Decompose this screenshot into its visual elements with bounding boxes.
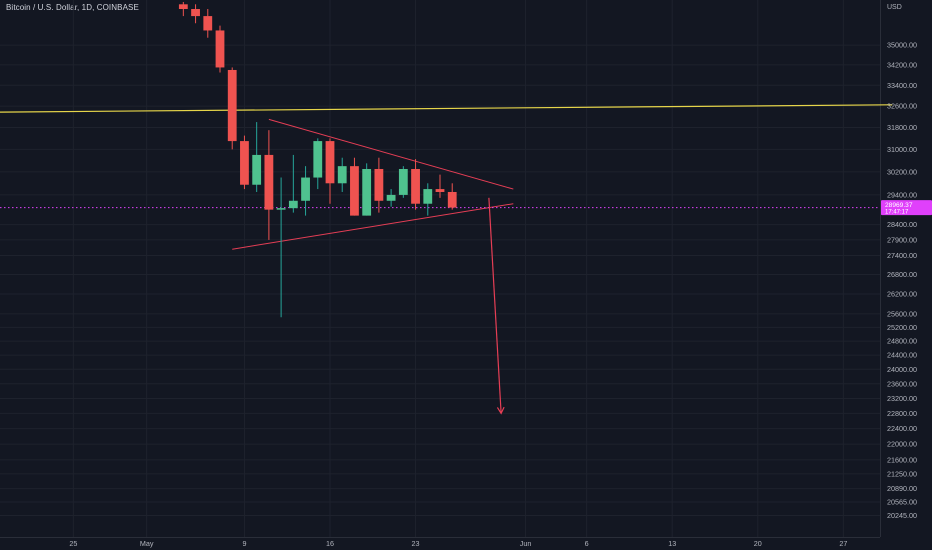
triangle-lower-line bbox=[232, 203, 514, 250]
candle-body-down bbox=[447, 191, 457, 208]
price-tick-label: 23200.00 bbox=[887, 394, 917, 403]
last-price-tag-bg bbox=[881, 200, 932, 216]
price-tick-label: 26800.00 bbox=[887, 270, 917, 279]
price-tick-label: 24400.00 bbox=[887, 351, 917, 360]
candle-body-down bbox=[240, 141, 249, 185]
time-tick-label: 25 bbox=[69, 539, 77, 548]
time-tick-label: 27 bbox=[839, 539, 847, 548]
time-tick-label: 16 bbox=[326, 539, 334, 548]
target-arrow-shaft bbox=[488, 197, 502, 414]
target-arrow-head bbox=[496, 406, 505, 415]
candle-body-up bbox=[252, 154, 262, 185]
price-tick-label: 24000.00 bbox=[887, 365, 917, 374]
time-tick-label: Jun bbox=[520, 539, 532, 548]
price-tick-label: 20565.00 bbox=[887, 498, 917, 507]
price-tick-label: 21250.00 bbox=[887, 469, 917, 478]
candle-body-down bbox=[435, 189, 445, 192]
price-tick-label: 23600.00 bbox=[887, 379, 917, 388]
price-tick-label: 28400.00 bbox=[887, 220, 917, 229]
candle-body-up bbox=[362, 168, 372, 216]
bar-countdown: 17:47:17 bbox=[885, 210, 909, 216]
price-axis[interactable]: 35000.00 34200.00 33400.00 32600.00 31800.00… bbox=[887, 41, 917, 520]
candle-body-up bbox=[313, 141, 323, 178]
time-tick-label: 13 bbox=[668, 539, 676, 548]
time-tick-label: May bbox=[140, 539, 154, 548]
candle-body-down bbox=[178, 4, 188, 9]
price-tick-label: 21600.00 bbox=[887, 455, 917, 464]
price-tick-label: 22000.00 bbox=[887, 440, 917, 449]
price-tick-label: 30200.00 bbox=[887, 167, 917, 176]
last-price-value: 28969.37 bbox=[885, 202, 913, 209]
candle-body-down bbox=[350, 166, 359, 216]
price-tick-label: 31800.00 bbox=[887, 123, 917, 132]
time-tick-label: 20 bbox=[754, 539, 762, 548]
candle-body-up bbox=[386, 194, 396, 201]
time-tick-label: 23 bbox=[412, 539, 420, 548]
candle-body-up bbox=[423, 189, 433, 204]
grid-lines bbox=[0, 0, 880, 537]
price-tick-label: 31000.00 bbox=[887, 145, 917, 154]
candle-body-up bbox=[276, 208, 286, 210]
price-tick-label: 35000.00 bbox=[887, 41, 917, 50]
price-tick-label: 33400.00 bbox=[887, 81, 917, 90]
price-tick-label: 22400.00 bbox=[887, 424, 917, 433]
candles bbox=[178, 1, 457, 318]
candle-body-up bbox=[337, 166, 347, 184]
candle-body-down bbox=[264, 154, 274, 210]
price-tick-label: 29400.00 bbox=[887, 190, 917, 199]
candle-body-down bbox=[227, 69, 237, 142]
drawing-arrow bbox=[488, 197, 505, 415]
time-axis[interactable]: 25 May 9 16 23 Jun 6 13 20 27 bbox=[69, 539, 847, 548]
candle-body-down bbox=[325, 141, 335, 184]
candle-body-down bbox=[203, 16, 213, 31]
candle-body-down bbox=[191, 9, 200, 17]
price-tick-label: 27400.00 bbox=[887, 251, 917, 260]
candle-body-up bbox=[288, 200, 298, 209]
price-tick-label: 32600.00 bbox=[887, 102, 917, 111]
candle-body-down bbox=[215, 30, 225, 68]
candle-body-up bbox=[398, 168, 408, 195]
time-tick-label: 9 bbox=[242, 539, 246, 548]
candle-body-down bbox=[411, 168, 420, 204]
currency-label: USD bbox=[887, 4, 902, 11]
price-tick-label: 25200.00 bbox=[887, 323, 917, 332]
candle-body-down bbox=[374, 168, 384, 201]
price-tick-label: 26200.00 bbox=[887, 289, 917, 298]
horizontal-resistance-line bbox=[0, 104, 893, 113]
price-tick-label: 24800.00 bbox=[887, 337, 917, 346]
chart-title: Bitcoin / U.S. Dollar, 1D, COINBASE bbox=[6, 3, 139, 12]
triangle-upper-line bbox=[268, 118, 514, 190]
price-tick-label: 20245.00 bbox=[887, 511, 917, 520]
price-tick-label: 27900.00 bbox=[887, 235, 917, 244]
price-tick-label: 25600.00 bbox=[887, 309, 917, 318]
drawings bbox=[0, 104, 893, 250]
time-tick-label: 6 bbox=[585, 539, 589, 548]
price-tick-label: 34200.00 bbox=[887, 60, 917, 69]
candle-body-up bbox=[301, 177, 310, 201]
price-tick-label: 22800.00 bbox=[887, 409, 917, 418]
price-tick-label: 20890.00 bbox=[887, 484, 917, 493]
